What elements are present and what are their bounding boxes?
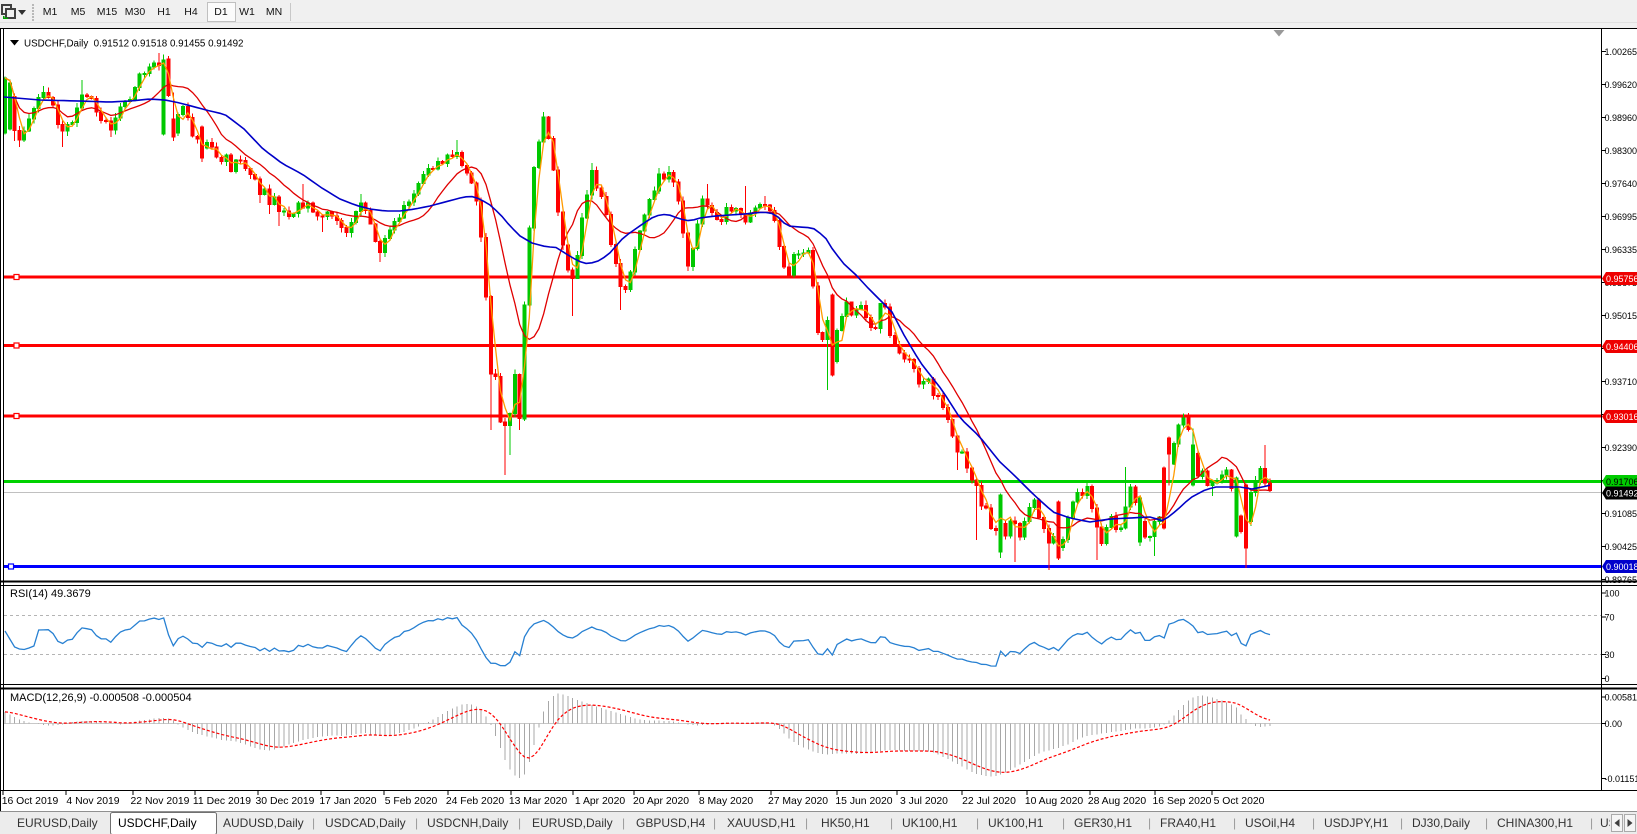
svg-text:0.90425: 0.90425 <box>1605 542 1637 552</box>
svg-text:24 Feb 2020: 24 Feb 2020 <box>446 796 505 807</box>
svg-text:XAUUSD,H1: XAUUSD,H1 <box>727 816 796 830</box>
svg-text:16 Sep 2020: 16 Sep 2020 <box>1153 796 1212 807</box>
svg-text:5 Feb 2020: 5 Feb 2020 <box>385 796 438 807</box>
svg-text:0.91085: 0.91085 <box>1605 509 1637 519</box>
svg-text:|: | <box>976 816 979 830</box>
svg-text:28 Aug 2020: 28 Aug 2020 <box>1088 796 1147 807</box>
svg-text:0.95756: 0.95756 <box>1606 274 1637 284</box>
svg-text:15 Jun 2020: 15 Jun 2020 <box>835 796 892 807</box>
svg-text:USDCAD,Daily: USDCAD,Daily <box>325 816 406 830</box>
svg-text:|: | <box>1233 816 1236 830</box>
svg-text:GBPUSD,H4: GBPUSD,H4 <box>636 816 706 830</box>
svg-text:0.99620: 0.99620 <box>1605 80 1637 90</box>
svg-text:|: | <box>622 816 625 830</box>
svg-text:|: | <box>312 816 315 830</box>
svg-text:0.91706: 0.91706 <box>1606 477 1637 487</box>
svg-text:0.97640: 0.97640 <box>1605 179 1637 189</box>
svg-text:RSI(14) 49.3679: RSI(14) 49.3679 <box>10 588 91 600</box>
svg-text:20 Apr 2020: 20 Apr 2020 <box>633 796 689 807</box>
svg-text:4 Nov 2019: 4 Nov 2019 <box>66 796 119 807</box>
svg-text:EURUSD,Daily: EURUSD,Daily <box>17 816 98 830</box>
svg-text:CHINA300,H1: CHINA300,H1 <box>1497 816 1573 830</box>
svg-text:13 Mar 2020: 13 Mar 2020 <box>509 796 568 807</box>
svg-text:3 Jul 2020: 3 Jul 2020 <box>900 796 948 807</box>
svg-text:UK100,H1: UK100,H1 <box>902 816 958 830</box>
svg-text:0.96335: 0.96335 <box>1605 245 1637 255</box>
svg-text:USDJPY,H1: USDJPY,H1 <box>1324 816 1389 830</box>
svg-text:W1: W1 <box>239 6 255 18</box>
svg-text:GER30,H1: GER30,H1 <box>1074 816 1132 830</box>
svg-text:|: | <box>1062 816 1065 830</box>
svg-text:22 Nov 2019: 22 Nov 2019 <box>131 796 190 807</box>
svg-text:0.98960: 0.98960 <box>1605 113 1637 123</box>
svg-text:0.90018: 0.90018 <box>1606 562 1637 572</box>
svg-text:0.95015: 0.95015 <box>1605 311 1637 321</box>
svg-text:1 Apr 2020: 1 Apr 2020 <box>575 796 625 807</box>
svg-text:|: | <box>1148 816 1151 830</box>
svg-text:11 Dec 2019: 11 Dec 2019 <box>193 796 251 807</box>
svg-text:27 May 2020: 27 May 2020 <box>768 796 828 807</box>
svg-text:MACD(12,26,9) -0.000508 -0.000: MACD(12,26,9) -0.000508 -0.000504 <box>10 692 192 704</box>
svg-text:|: | <box>1590 816 1593 830</box>
svg-text:|: | <box>1485 816 1488 830</box>
svg-text:DJ30,Daily: DJ30,Daily <box>1412 816 1470 830</box>
svg-text:10 Aug 2020: 10 Aug 2020 <box>1025 796 1084 807</box>
svg-text:|: | <box>1400 816 1403 830</box>
svg-text:UK100,H1: UK100,H1 <box>988 816 1044 830</box>
svg-text:16 Oct 2019: 16 Oct 2019 <box>2 796 59 807</box>
svg-text:M15: M15 <box>97 6 118 18</box>
svg-text:|: | <box>805 816 808 830</box>
svg-text:USDCHF,Daily: USDCHF,Daily <box>118 816 197 830</box>
svg-text:0.93710: 0.93710 <box>1605 377 1637 387</box>
svg-text:M1: M1 <box>43 6 58 18</box>
svg-text:-0.0115155: -0.0115155 <box>1605 774 1637 784</box>
svg-text:0.89765: 0.89765 <box>1605 575 1637 585</box>
svg-text:FRA40,H1: FRA40,H1 <box>1160 816 1216 830</box>
svg-text:|: | <box>415 816 418 830</box>
svg-text:USDCNH,Daily: USDCNH,Daily <box>427 816 508 830</box>
svg-text:|: | <box>1312 816 1315 830</box>
svg-text:0: 0 <box>1605 674 1610 684</box>
svg-text:0.98300: 0.98300 <box>1605 146 1637 156</box>
svg-text:M5: M5 <box>71 6 86 18</box>
svg-text:USOil,H4: USOil,H4 <box>1245 816 1295 830</box>
svg-text:HK50,H1: HK50,H1 <box>821 816 870 830</box>
svg-text:H1: H1 <box>157 6 171 18</box>
svg-text:0.0058185: 0.0058185 <box>1605 693 1637 703</box>
svg-text:17 Jan 2020: 17 Jan 2020 <box>319 796 376 807</box>
svg-text:30: 30 <box>1605 650 1615 660</box>
svg-text:0.92390: 0.92390 <box>1605 443 1637 453</box>
svg-text:0.94406: 0.94406 <box>1606 342 1637 352</box>
svg-text:|: | <box>890 816 893 830</box>
svg-text:MN: MN <box>266 6 282 18</box>
svg-text:|: | <box>518 816 521 830</box>
svg-text:8 May 2020: 8 May 2020 <box>699 796 754 807</box>
svg-text:USDCHF,Daily 0.91512 0.91518: USDCHF,Daily 0.91512 0.91518 0.91455 0.9… <box>24 39 244 50</box>
svg-text:EURUSD,Daily: EURUSD,Daily <box>532 816 613 830</box>
svg-text:22 Jul 2020: 22 Jul 2020 <box>962 796 1016 807</box>
svg-text:0.93016: 0.93016 <box>1606 412 1637 422</box>
svg-text:5 Oct 2020: 5 Oct 2020 <box>1214 796 1265 807</box>
svg-text:70: 70 <box>1605 613 1615 623</box>
svg-text:M30: M30 <box>125 6 146 18</box>
svg-text:AUDUSD,Daily: AUDUSD,Daily <box>223 816 304 830</box>
svg-text:1.00265: 1.00265 <box>1605 47 1637 57</box>
svg-text:D1: D1 <box>214 6 228 18</box>
svg-text:0.91492: 0.91492 <box>1606 489 1637 499</box>
svg-text:|: | <box>713 816 716 830</box>
svg-text:H4: H4 <box>184 6 198 18</box>
svg-text:30 Dec 2019: 30 Dec 2019 <box>256 796 315 807</box>
svg-text:0.00: 0.00 <box>1605 719 1623 729</box>
svg-text:0.96995: 0.96995 <box>1605 212 1637 222</box>
svg-text:100: 100 <box>1605 589 1620 599</box>
